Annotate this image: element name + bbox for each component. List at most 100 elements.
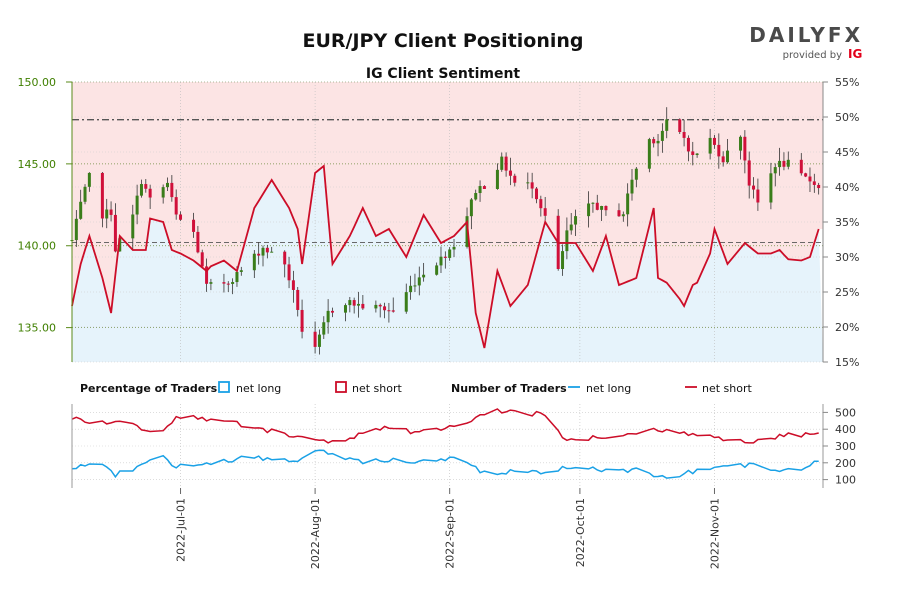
- candle: [296, 286, 300, 317]
- traders-tick-label: 100: [835, 474, 856, 487]
- chart-subtitle: IG Client Sentiment: [366, 66, 521, 82]
- candle: [812, 173, 816, 193]
- pct-tick-label: 15%: [835, 356, 859, 369]
- candle: [283, 250, 287, 278]
- candle: [721, 151, 725, 167]
- candle: [239, 266, 243, 276]
- candle: [712, 134, 716, 149]
- candle: [443, 251, 447, 269]
- candle: [717, 133, 721, 169]
- candle: [174, 189, 178, 220]
- candle: [439, 246, 443, 273]
- candle: [348, 296, 352, 313]
- date-tick-label: 2022-Sep-01: [444, 498, 457, 569]
- candle: [200, 249, 204, 269]
- candle: [361, 295, 365, 310]
- candle: [600, 205, 604, 221]
- legend-number-title: Number of Traders: [451, 382, 567, 395]
- candle: [782, 152, 786, 171]
- candle: [87, 172, 91, 192]
- pct-tick-label: 25%: [835, 286, 859, 299]
- candle: [752, 177, 756, 199]
- candle: [474, 189, 478, 201]
- candle: [769, 162, 773, 210]
- brand-ig: IG: [848, 47, 862, 61]
- net-short-traders-line: [71, 408, 819, 444]
- candle: [326, 299, 330, 334]
- legend-num-net-short-label: net short: [702, 382, 753, 395]
- candle: [756, 178, 760, 211]
- candle: [257, 242, 261, 265]
- candle: [808, 167, 812, 193]
- traders-grid: [72, 404, 823, 488]
- candle: [135, 184, 139, 225]
- candle: [313, 321, 317, 354]
- traders-lines: [71, 408, 819, 479]
- candle: [534, 187, 538, 204]
- candle: [647, 137, 651, 173]
- traders-tick-label: 200: [835, 457, 856, 470]
- candle: [317, 329, 321, 355]
- candle: [226, 281, 230, 293]
- legend-pct-net-short-swatch: [335, 381, 347, 393]
- candle: [500, 152, 504, 172]
- candle: [291, 270, 295, 303]
- net-short-fill: [72, 82, 823, 348]
- candle: [725, 139, 729, 164]
- legend-percentage-title: Percentage of Traders: [80, 382, 218, 395]
- net-long-fill: [72, 166, 823, 362]
- candle: [691, 141, 695, 166]
- candle: [144, 179, 148, 193]
- candle: [404, 283, 408, 314]
- candle: [708, 128, 712, 160]
- price-tick-label: 140.00: [18, 240, 57, 253]
- sentiment-fill-area: [72, 82, 823, 362]
- date-axis: 2022-Jul-01 2022-Aug-01 2022-Sep-01 2022-Oc…: [175, 488, 721, 569]
- chart-title: EUR/JPY Client Positioning: [302, 30, 583, 52]
- price-tick-label: 145.00: [18, 158, 57, 171]
- traders-tick-label: 500: [835, 406, 856, 419]
- candle: [539, 195, 543, 217]
- candle: [105, 198, 109, 229]
- candle: [139, 179, 143, 198]
- candle: [686, 135, 690, 162]
- candle: [131, 204, 135, 250]
- net-long-traders-line: [71, 449, 819, 479]
- candle: [417, 266, 421, 296]
- candle: [161, 184, 165, 204]
- candle: [343, 303, 347, 322]
- candle: [495, 163, 499, 190]
- candle: [231, 278, 235, 295]
- candle: [409, 275, 413, 300]
- candle: [209, 278, 213, 291]
- pct-tick-label: 35%: [835, 216, 859, 229]
- dailyfx-logo: DAILYFX provided by IG: [749, 23, 862, 61]
- candle: [682, 119, 686, 147]
- candle: [786, 151, 790, 170]
- candle: [422, 262, 426, 282]
- candle: [604, 205, 608, 216]
- candle: [357, 291, 361, 318]
- legend-num-net-long-label: net long: [586, 382, 631, 395]
- candle: [261, 245, 265, 267]
- date-tick-label: 2022-Oct-01: [574, 498, 587, 567]
- candle: [435, 262, 439, 276]
- candle: [595, 194, 599, 211]
- candle: [205, 258, 209, 292]
- main-grid: [72, 81, 823, 363]
- candle: [387, 302, 391, 323]
- candle: [561, 244, 565, 276]
- candle: [222, 273, 226, 293]
- date-tick-label: 2022-Aug-01: [309, 498, 322, 569]
- candle: [113, 203, 117, 253]
- candle: [587, 191, 591, 228]
- candle: [452, 239, 456, 258]
- candle: [778, 147, 782, 176]
- candle: [300, 299, 304, 339]
- candle: [660, 123, 664, 153]
- candle: [74, 210, 78, 247]
- candle: [196, 225, 200, 254]
- candle: [166, 177, 170, 192]
- candle: [526, 172, 530, 190]
